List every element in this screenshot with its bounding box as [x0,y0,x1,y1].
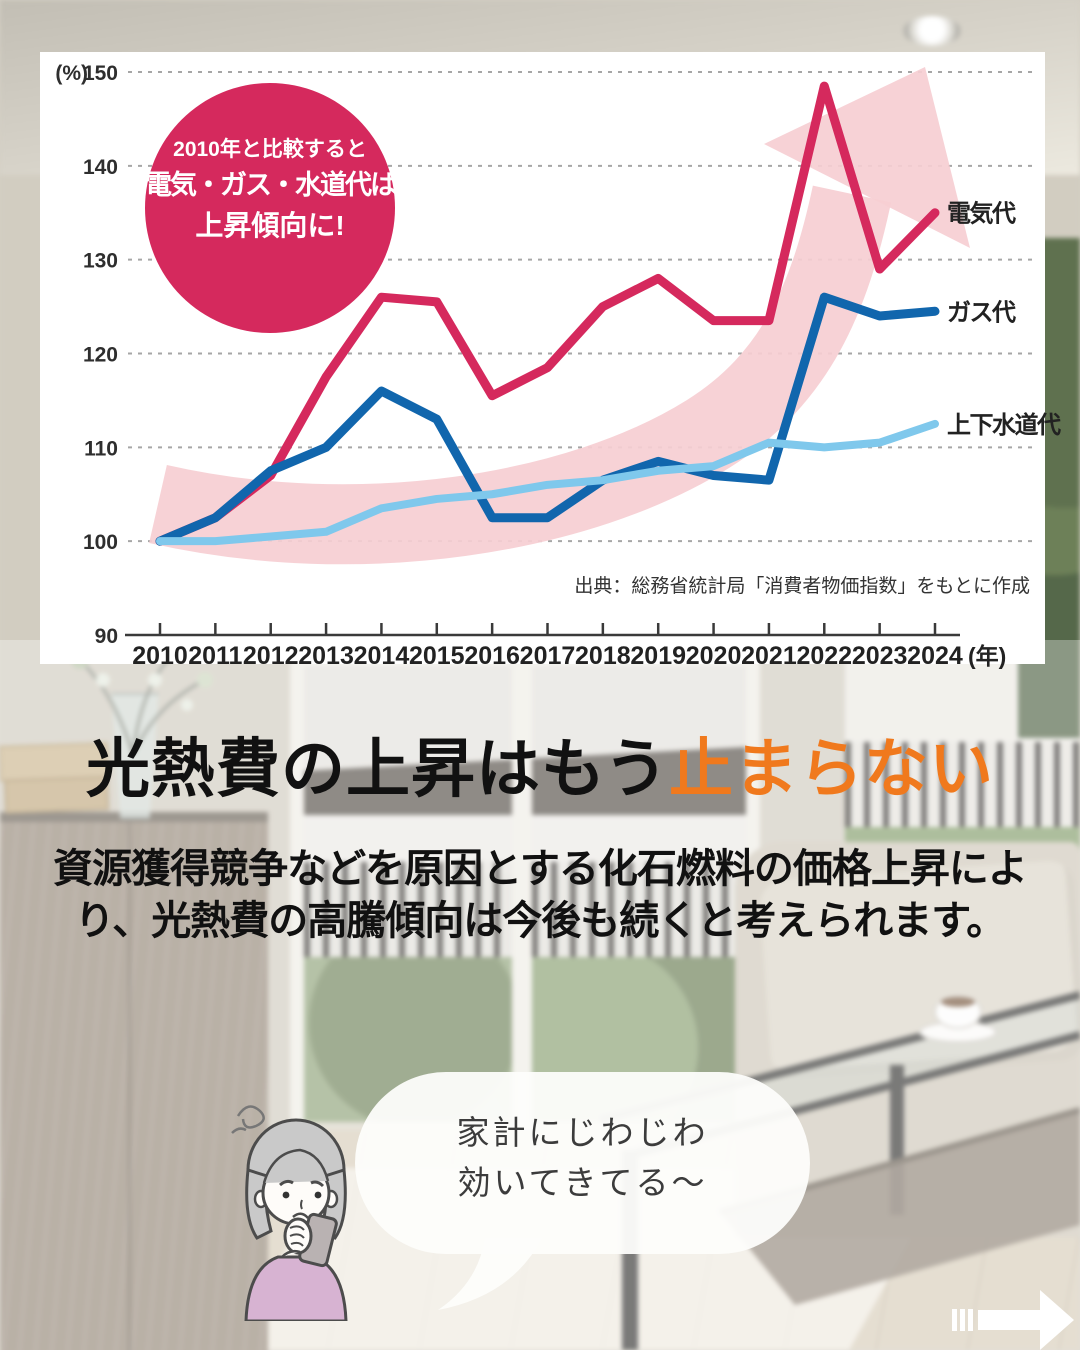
badge-line2: 電気・ガス・水道代は [145,170,397,200]
legend-label-上下水道代: 上下水道代 [947,411,1061,439]
badge-line3: 上昇傾向に! [195,210,345,241]
series-ガス代 [155,292,940,546]
x-tick-label: 2023 [852,642,908,670]
x-tick-label: 2022 [796,642,852,670]
comparison-badge: 2010年と比較すると 電気・ガス・水道代は 上昇傾向に! [145,83,397,333]
character-body [244,1255,348,1321]
y-tick-label: 140 [83,156,118,179]
x-tick-label: 2020 [686,642,742,670]
x-tick-label: 2012 [243,642,299,670]
body-text-line2: り、光熱費の高騰傾向は今後も続くと考えられます。 [74,899,1006,943]
x-tick-label: 2019 [630,642,686,670]
series-上下水道代 [156,419,939,546]
speech-line1: 家計にじわじわ [456,1114,709,1151]
legend-label-電気代: 電気代 [947,200,1016,228]
x-tick-label: 2024 [907,642,963,670]
y-tick-label: 130 [83,250,118,273]
speech-bubble-text: 家計にじわじわ 効いてきてる〜 [355,1108,810,1208]
y-axis-unit: (%) [55,62,88,85]
badge-line1: 2010年と比較すると [173,138,367,161]
bg-vase [111,693,159,819]
x-tick-label: 2017 [520,642,576,670]
x-tick-label: 2011 [188,642,242,670]
speech-bubble: 家計にじわじわ 効いてきてる〜 [355,1072,810,1254]
y-tick-label: 100 [83,531,118,554]
x-tick-label: 2013 [298,642,354,670]
x-tick-label: 2015 [409,642,465,670]
speech-line2: 効いてきてる〜 [457,1164,708,1201]
y-tick-label: 150 [83,62,118,85]
x-tick-label: 2021 [741,642,797,670]
chart-card: 90 100 110 120 130 140 150 (%) 2010 2011 2012 2013 2… [40,52,1062,670]
x-tick-label: 2016 [464,642,520,670]
arrow-speed-line [952,1309,957,1331]
page-title-orange: 止まらない [669,733,995,805]
speech-bubble-tail [438,1238,542,1310]
body-text-line1: 資源獲得競争などを原因とする化石燃料の価格上昇によ [53,847,1028,891]
x-tick-label: 2018 [575,642,631,670]
page-title-black: 光熱費の上昇はもう [85,733,670,805]
worried-woman-illustration [231,1105,348,1321]
source-note: 出典：総務省統計局「消費者物価指数」をもとに作成 [574,575,1030,597]
dizzy-squiggle-icon [236,1105,265,1129]
y-tick-label: 90 [95,625,118,648]
body-text: 資源獲得競争などを原因とする化石燃料の価格上昇によ り、光熱費の高騰傾向は今後も… [0,843,1080,947]
bg-sideboard-seam [128,822,131,1350]
bg-downlight [903,16,961,46]
page-title: 光熱費の上昇はもう止まらない [0,718,1080,810]
y-tick-label: 110 [84,437,118,460]
arrow-speed-line [968,1309,973,1331]
x-tick-label: 2010 [132,642,188,670]
arrow-speed-line [960,1309,965,1331]
trend-arrow-head [764,67,970,248]
legend-label-ガス代: ガス代 [947,299,1016,326]
series-電気代 [155,81,940,546]
y-tick-label: 120 [83,343,118,366]
bg-railing-right [845,742,1080,827]
arrow-head-icon [1040,1290,1074,1350]
x-tick-label: 2014 [354,642,410,670]
x-axis-unit: (年) [968,643,1006,669]
next-slide-arrow[interactable] [938,1278,1078,1350]
